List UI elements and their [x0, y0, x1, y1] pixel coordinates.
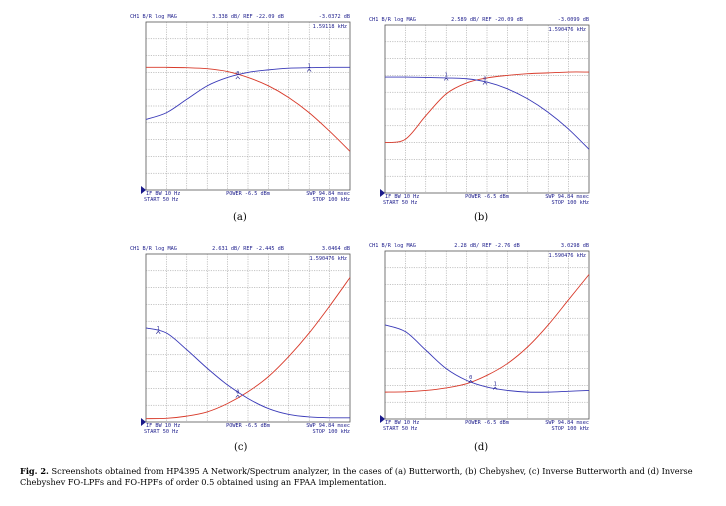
series-line-1	[145, 66, 351, 152]
series-line-1	[384, 274, 590, 393]
panel-label-c: (c)	[234, 442, 248, 453]
marker-frequency: 1.590476 kHz	[310, 256, 347, 262]
footer-if-bw: IF BW 10 Hz	[146, 191, 180, 197]
header-left: CH1 B/R log MAG	[369, 17, 416, 23]
header-scale: 2.28 dB/ REF -2.76 dB	[454, 243, 520, 249]
panel-label-d: (d)	[474, 442, 489, 453]
footer-stop: STOP 100 kHz	[552, 200, 589, 206]
footer-if-bw: IF BW 10 Hz	[146, 423, 180, 429]
footer-power: POWER -6.5 dBm	[465, 194, 509, 200]
series-line-1	[145, 277, 351, 420]
footer-if-bw: IF BW 10 Hz	[385, 194, 419, 200]
reference-marker-icon	[141, 186, 146, 194]
chart-panel-a: CH1 B/R log MAG 3.338 dB/ REF -22.09 dB -3…	[130, 12, 351, 203]
footer-stop: STOP 100 kHz	[313, 429, 350, 435]
marker-label: 0	[483, 77, 486, 83]
header-scale: 3.338 dB/ REF -22.09 dB	[212, 14, 284, 20]
footer-start: START 50 Hz	[144, 197, 178, 203]
reference-marker-icon	[380, 415, 385, 423]
footer-if-bw: IF BW 10 Hz	[385, 420, 419, 426]
footer-sweep: SWP 94.84 msec	[545, 420, 589, 426]
series-line-2	[384, 76, 590, 150]
caption-fig-label: Fig. 2.	[20, 466, 49, 476]
footer-power: POWER -6.5 dBm	[226, 191, 270, 197]
marker-label: 1	[445, 72, 448, 78]
footer-sweep: SWP 94.84 msec	[545, 194, 589, 200]
panel-label-a: (a)	[233, 212, 247, 223]
header-right: 3.0298 dB	[561, 243, 589, 249]
footer-sweep: SWP 94.84 msec	[306, 191, 350, 197]
header-right: -3.0372 dB	[319, 14, 350, 20]
header-left: CH1 B/R log MAG	[130, 246, 177, 252]
series-line-2	[145, 66, 351, 120]
chart-svg-b: CH1 B/R log MAG 2.589 dB/ REF -20.09 dB -3…	[369, 17, 590, 206]
marker-label: 1	[494, 382, 497, 388]
footer-start: START 50 Hz	[383, 426, 417, 432]
footer-sweep: SWP 94.84 msec	[306, 423, 350, 429]
footer-start: START 50 Hz	[383, 200, 417, 206]
reference-marker-icon	[141, 418, 146, 426]
chart-panel-c: CH1 B/R log MAG 2.631 dB/ REF -2.445 dB 3.…	[130, 244, 351, 435]
footer-power: POWER -6.5 dBm	[226, 423, 270, 429]
marker-triangle-icon	[468, 379, 473, 384]
marker-triangle-icon	[235, 76, 241, 80]
series-line-2	[384, 324, 590, 393]
reference-marker-icon	[380, 189, 385, 197]
marker-frequency: 1.590476 kHz	[549, 27, 586, 33]
panel-label-b: (b)	[474, 212, 489, 223]
figure-caption: Fig. 2. Screenshots obtained from HP4395…	[20, 466, 710, 488]
header-scale: 2.589 dB/ REF -20.09 dB	[451, 17, 523, 23]
header-scale: 2.631 dB/ REF -2.445 dB	[212, 246, 284, 252]
header-right: -3.0099 dB	[558, 17, 589, 23]
caption-text: Screenshots obtained from HP4395 A Netwo…	[20, 466, 693, 487]
marker-triangle-icon	[235, 394, 241, 398]
chart-svg-d: CH1 B/R log MAG 2.28 dB/ REF -2.76 dB 3.02…	[369, 243, 590, 432]
series-line-1	[384, 71, 590, 144]
marker-triangle-icon	[492, 386, 498, 390]
chart-panel-d: CH1 B/R log MAG 2.28 dB/ REF -2.76 dB 3.02…	[369, 241, 590, 432]
marker-label: 1	[157, 326, 160, 332]
marker-frequency: 1.590476 kHz	[549, 253, 586, 259]
marker-triangle-icon	[482, 81, 488, 85]
marker-label: 1	[308, 64, 311, 70]
series-line-2	[145, 327, 351, 419]
marker-triangle-icon	[306, 68, 312, 72]
chart-svg-a: CH1 B/R log MAG 3.338 dB/ REF -22.09 dB -3…	[130, 14, 351, 203]
marker-label: 0	[236, 71, 239, 77]
footer-power: POWER -6.5 dBm	[465, 420, 509, 426]
header-left: CH1 B/R log MAG	[130, 14, 177, 20]
footer-stop: STOP 100 kHz	[313, 197, 350, 203]
marker-label: 0	[469, 375, 472, 381]
chart-svg-c: CH1 B/R log MAG 2.631 dB/ REF -2.445 dB 3.…	[130, 246, 351, 435]
marker-label: 0	[236, 390, 239, 396]
header-left: CH1 B/R log MAG	[369, 243, 416, 249]
marker-triangle-icon	[443, 77, 449, 81]
footer-start: START 50 Hz	[144, 429, 178, 435]
marker-triangle-icon	[156, 330, 161, 334]
footer-stop: STOP 100 kHz	[552, 426, 589, 432]
header-right: 3.0464 dB	[322, 246, 350, 252]
chart-panel-b: CH1 B/R log MAG 2.589 dB/ REF -20.09 dB -3…	[369, 15, 590, 206]
